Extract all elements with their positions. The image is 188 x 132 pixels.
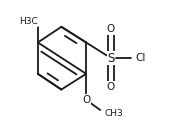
Text: O: O (107, 24, 115, 34)
Text: H3C: H3C (19, 17, 38, 26)
Text: Cl: Cl (136, 53, 146, 63)
Text: O: O (107, 82, 115, 92)
Text: CH3: CH3 (105, 109, 123, 117)
Text: O: O (82, 95, 90, 105)
Text: S: S (107, 52, 115, 65)
